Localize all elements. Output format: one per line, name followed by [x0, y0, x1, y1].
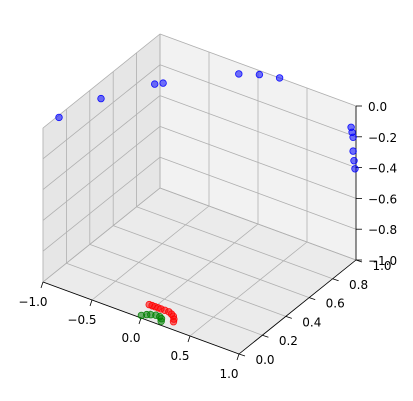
x-tick-label: −0.5	[67, 313, 96, 327]
z-gridline-side	[42, 156, 161, 252]
y-tick-label: 0.8	[349, 278, 368, 292]
z-gridline-side	[42, 33, 161, 129]
data-point-series-1	[255, 70, 264, 79]
z-tick-label: −0.4	[368, 162, 397, 176]
z-tick-label: −1.0	[368, 254, 397, 268]
z-gridline-back	[159, 126, 357, 199]
data-point-series-1	[350, 156, 358, 165]
z-gridline-back	[159, 64, 357, 138]
y-tick-mark	[262, 334, 269, 338]
data-point-series-3	[157, 317, 165, 325]
z-gridline-side	[42, 187, 161, 283]
z-gridline-side	[42, 126, 161, 221]
data-point-series-2	[169, 318, 178, 326]
z-tick-label: −0.8	[368, 223, 397, 237]
data-point-series-1	[55, 113, 63, 122]
y-axis-line	[238, 259, 357, 355]
y-tick-label: 0.2	[279, 334, 298, 348]
y-tick-mark	[285, 316, 292, 319]
data-point-series-1	[97, 94, 105, 103]
x-tick-mark	[187, 335, 191, 343]
y-gridline-floor	[113, 225, 310, 298]
y-gridline-floor	[66, 262, 263, 336]
z-gridline-side	[42, 95, 161, 190]
y-tick-mark	[238, 353, 246, 357]
data-point-series-1	[349, 133, 357, 141]
z-gridline-back	[159, 95, 357, 168]
tick-labels: −1.0−0.50.00.51.00.00.20.40.60.81.0−1.0−…	[18, 100, 397, 381]
data-point-series-1	[159, 79, 167, 87]
x-tick-label: 1.0	[219, 367, 238, 381]
y-gridline-floor	[136, 206, 333, 280]
z-gridline-back	[159, 33, 357, 107]
x-tick-mark	[89, 299, 93, 307]
x-gridline-floor	[189, 241, 308, 337]
z-gridline-side	[42, 64, 161, 160]
z-tick-label: 0.0	[368, 100, 387, 114]
y-tick-label: 1.0	[372, 259, 391, 273]
x-tick-mark	[40, 281, 44, 289]
data-point-series-1	[351, 165, 359, 173]
y-tick-mark	[332, 278, 339, 282]
data-point-series-1	[349, 147, 357, 155]
z-tick-label: −0.6	[368, 192, 397, 206]
x-gridline-floor	[140, 223, 259, 319]
y-tick-label: 0.4	[302, 315, 321, 329]
data-point-series-1	[150, 80, 159, 88]
data-points	[55, 70, 359, 326]
x-tick-label: −1.0	[18, 295, 47, 309]
z-gridline-back	[159, 156, 357, 230]
z-gridline-back	[159, 187, 357, 261]
x-tick-mark	[236, 353, 240, 361]
y-gridline-floor	[89, 244, 286, 317]
y-tick-label: 0.0	[255, 353, 274, 367]
x-tick-label: 0.5	[170, 349, 189, 363]
data-point-series-1	[235, 70, 243, 78]
x-tick-label: 0.0	[121, 331, 140, 345]
y-tick-label: 0.6	[326, 297, 345, 311]
x-gridline-floor	[91, 205, 210, 301]
z-tick-label: −0.2	[368, 131, 397, 145]
y-tick-mark	[309, 297, 316, 300]
data-point-series-1	[275, 74, 284, 82]
